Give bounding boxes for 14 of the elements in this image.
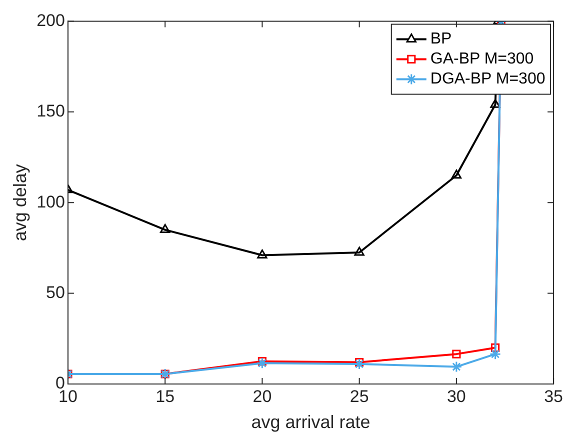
legend-label: DGA-BP M=300 [430, 70, 546, 88]
y-tick-label: 100 [36, 192, 65, 212]
x-tick-label: 15 [156, 386, 175, 406]
x-tick-label: 35 [544, 386, 564, 406]
y-tick-label: 150 [36, 102, 65, 121]
x-tick-label: 20 [252, 386, 272, 406]
legend-label: GA-BP M=300 [430, 50, 534, 68]
y-axis-title: avg delay [10, 164, 30, 242]
y-tick-label: 200 [36, 10, 65, 30]
x-tick-label: 25 [350, 386, 369, 406]
y-tick-label: 50 [46, 282, 65, 302]
x-axis-title: avg arrival rate [251, 412, 370, 432]
x-tick-label: 30 [446, 386, 466, 406]
legend-label: BP [430, 30, 452, 48]
